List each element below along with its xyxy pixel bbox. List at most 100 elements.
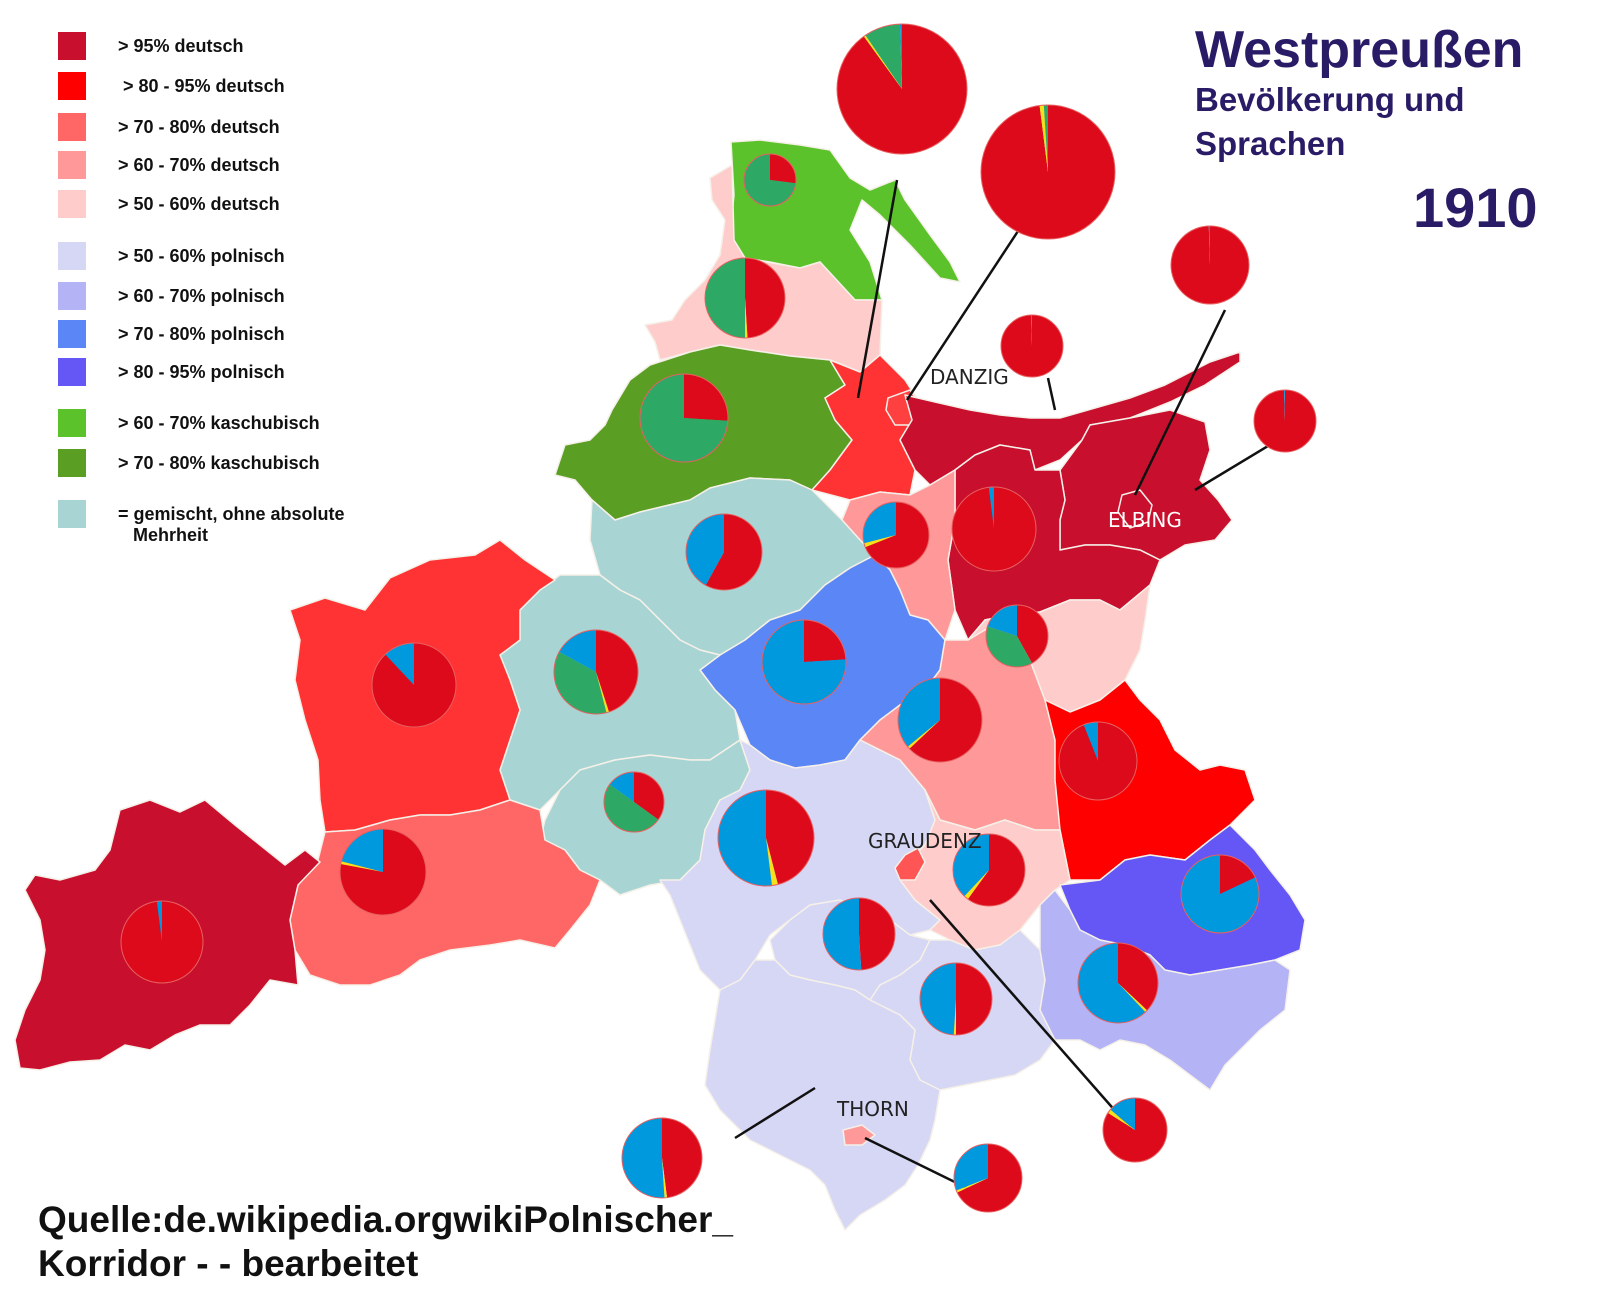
district-thorn-land (704, 959, 941, 1231)
pie-outline (919, 962, 993, 1036)
legend-label: > 80 - 95% polnisch (118, 362, 285, 382)
legend-label: = gemischt, ohne absolute Mehrheit (118, 504, 345, 545)
legend-swatch (58, 190, 86, 218)
legend-swatch (58, 409, 86, 437)
legend-label: > 60 - 70% kaschubisch (118, 413, 320, 433)
legend-label: > 60 - 70% deutsch (118, 155, 280, 175)
pie-outline (553, 629, 639, 715)
pie-outline (1102, 1097, 1168, 1163)
pie-outline (985, 604, 1049, 668)
pie-slice-kaschubisch (640, 374, 728, 462)
pie-slice-polnisch (1083, 722, 1098, 761)
legend-label: > 80 - 95% deutsch (118, 76, 285, 96)
legend-swatch (58, 151, 86, 179)
leader-line-danzig-stadt (905, 224, 1024, 401)
legend-swatch (58, 242, 86, 270)
legend-label: > 70 - 80% deutsch (118, 117, 280, 137)
district-elbing-land (1059, 409, 1233, 561)
pie-chart (761, 619, 847, 705)
city-label-thorn: THORN (836, 1097, 909, 1121)
pie-slice-deutsch (684, 374, 728, 421)
pie-slice-deutsch (705, 514, 762, 590)
city-label-graudenz: GRAUDENZ (868, 829, 982, 853)
pie-slice-deutsch (1118, 943, 1158, 1011)
pie-slice-polnisch (920, 963, 956, 1035)
pie-chart (952, 833, 1026, 907)
pie-outline (836, 23, 968, 155)
pie-slice-sonstige (953, 999, 956, 1035)
city-label-elbing: ELBING (1108, 508, 1182, 532)
pie-outline (1000, 314, 1064, 378)
pie-outline (339, 828, 427, 916)
pie-chart (1180, 854, 1260, 934)
pie-slice-deutsch (634, 772, 664, 820)
map-subtitle: Bevölkerung und Sprachen (1195, 81, 1465, 162)
leader-line-elbing-land (1194, 438, 1279, 492)
pie-slice-deutsch (865, 502, 929, 568)
pie-slice-polnisch (1284, 390, 1285, 421)
pie-outline (639, 373, 729, 463)
pie-slice-deutsch (804, 620, 846, 662)
legend-label: > 50 - 60% deutsch (118, 194, 280, 214)
pie-chart (1077, 942, 1159, 1024)
pie-slice-deutsch (957, 1144, 1022, 1212)
pie-slice-sonstige (1118, 983, 1148, 1013)
pie-slice-deutsch (745, 258, 786, 338)
pie-slice-deutsch (967, 834, 1025, 906)
pie-slice-deutsch (770, 154, 797, 184)
pie-chart (953, 1143, 1023, 1213)
pie-chart (980, 104, 1116, 240)
pie-slice-polnisch (822, 898, 862, 970)
pie-slice-kaschubisch (705, 258, 745, 338)
pie-outline (822, 897, 896, 971)
legend-label: > 95% deutsch (118, 36, 244, 56)
pie-slice-sonstige (340, 861, 383, 872)
leader-line-elbing-stadt (1133, 309, 1227, 496)
pie-chart (553, 629, 639, 715)
pie-slice-sonstige (745, 298, 748, 338)
pie-outline (621, 1117, 703, 1199)
pie-slice-kaschubisch (744, 154, 796, 207)
pie-slice-kaschubisch (865, 24, 902, 89)
pie-chart (685, 513, 763, 591)
pie-outline (1077, 942, 1159, 1024)
legend-swatch (58, 449, 86, 477)
pie-chart (639, 373, 729, 463)
legend-swatch (58, 500, 86, 528)
pie-chart (822, 897, 896, 971)
pie-slice-kaschubisch (554, 651, 607, 715)
pie-chart (951, 486, 1037, 572)
pie-slice-polnisch (1031, 315, 1032, 346)
title-block: Westpreußen Bevölkerung und Sprachen (1195, 22, 1595, 166)
pie-slice-deutsch (836, 24, 967, 155)
pie-slice-deutsch (956, 963, 992, 1035)
pie-chart (371, 642, 457, 728)
legend-label: > 50 - 60% polnisch (118, 246, 285, 266)
pie-slice-sonstige (766, 838, 778, 886)
pie-chart (120, 900, 204, 984)
pie-slice-polnisch (762, 620, 846, 705)
pie-outline (717, 789, 815, 887)
pie-chart (1253, 389, 1317, 453)
pie-slice-deutsch (766, 790, 815, 885)
pie-slice-polnisch (1077, 943, 1146, 1024)
pie-outline (743, 153, 797, 207)
legend: > 95% deutsch > 80 - 95% deutsch > 70 - … (0, 0, 420, 580)
pie-slice-deutsch (1253, 390, 1316, 452)
legend-swatch (58, 282, 86, 310)
pie-slice-polnisch (621, 1118, 665, 1198)
pie-slice-polnisch (156, 901, 162, 942)
leader-line-danziger-hoehe (856, 179, 899, 399)
pie-chart (704, 257, 786, 339)
pie-slice-polnisch (863, 502, 896, 544)
pie-slice-sonstige (964, 870, 989, 900)
pie-chart (743, 153, 797, 207)
pie-outline (1180, 854, 1260, 934)
map-year: 1910 (1413, 176, 1538, 239)
district-graudenz-stadt (894, 847, 926, 881)
pie-outline (704, 257, 786, 339)
pie-slice-sonstige (662, 1158, 668, 1198)
pie-outline (1170, 225, 1250, 305)
pie-outline (120, 900, 204, 984)
